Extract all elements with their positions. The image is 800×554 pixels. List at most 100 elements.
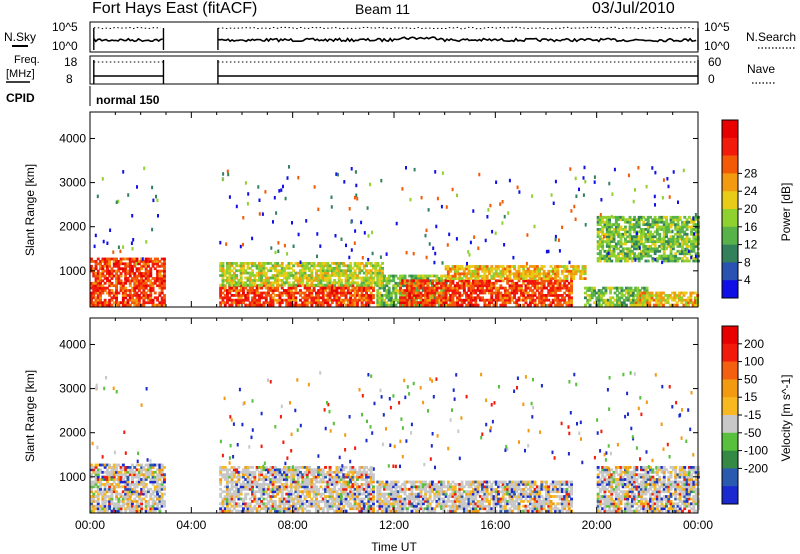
heatmap-cell: [588, 298, 592, 302]
heatmap-cell: [621, 228, 625, 231]
heatmap-cell: [269, 500, 273, 503]
heatmap-cell: [440, 294, 443, 297]
heatmap-cell: [690, 249, 693, 253]
heatmap-cell: [501, 267, 505, 271]
heatmap-cell: [326, 281, 330, 285]
heatmap-cell: [628, 230, 632, 234]
heatmap-cell: [501, 298, 505, 302]
heatmap-cell: [609, 298, 612, 302]
heatmap-cell: [642, 220, 646, 224]
heatmap-cell: [235, 475, 239, 479]
echo-point: [600, 198, 603, 202]
heatmap-cell: [108, 504, 112, 508]
heatmap-cell: [387, 291, 391, 295]
heatmap-cell: [292, 276, 296, 280]
heatmap-cell: [289, 262, 293, 265]
heatmap-cell: [637, 254, 641, 258]
heatmap-cell: [248, 274, 252, 277]
heatmap-cell: [483, 291, 487, 295]
heatmap-cell: [126, 478, 130, 481]
heatmap-cell: [435, 286, 439, 290]
heatmap-cell: [239, 296, 243, 300]
heatmap-cell: [299, 289, 302, 292]
heatmap-cell: [653, 247, 657, 251]
heatmap-cell: [687, 245, 691, 248]
heatmap-cell: [651, 220, 655, 224]
heatmap-cell: [474, 298, 478, 302]
heatmap-cell: [310, 303, 314, 307]
heatmap-cell: [503, 294, 507, 297]
heatmap-cell: [223, 500, 227, 503]
heatmap-cell: [239, 485, 243, 489]
heatmap-cell: [603, 220, 607, 224]
heatmap-cell: [147, 277, 150, 280]
heatmap-cell: [613, 298, 617, 302]
heatmap-cell: [428, 298, 432, 302]
heatmap-cell: [437, 303, 441, 307]
heatmap-cell: [640, 237, 643, 241]
heatmap-cell: [392, 284, 396, 288]
heatmap-cell: [446, 296, 450, 300]
heatmap-cell: [515, 277, 519, 280]
heatmap-cell: [158, 478, 162, 481]
heatmap-cell: [317, 294, 321, 297]
heatmap-cell: [226, 480, 229, 484]
heatmap-cell: [160, 281, 164, 285]
heatmap-cell: [294, 301, 298, 305]
heatmap-cell: [267, 507, 270, 511]
heatmap-cell: [273, 485, 277, 489]
heatmap-cell: [346, 283, 350, 287]
heatmap-cell: [590, 286, 594, 290]
heatmap-cell: [586, 294, 590, 297]
heatmap-cell: [106, 303, 109, 307]
heatmap-cell: [506, 296, 510, 300]
heatmap-cell: [431, 281, 434, 285]
heatmap-cell: [372, 264, 375, 268]
heatmap-cell: [135, 468, 139, 472]
heatmap-cell: [374, 274, 378, 277]
heatmap-cell: [478, 279, 482, 283]
heatmap-cell: [648, 291, 652, 295]
heatmap-cell: [601, 215, 605, 219]
heatmap-cell: [137, 298, 141, 302]
echo-point: [446, 243, 449, 247]
heatmap-cell: [428, 279, 432, 283]
heatmap-cell: [560, 279, 564, 283]
heatmap-cell: [296, 279, 300, 282]
heatmap-cell: [285, 500, 289, 503]
heatmap-cell: [294, 283, 298, 287]
heatmap-cell: [651, 240, 655, 243]
heatmap-cell: [685, 232, 689, 236]
heatmap-cell: [517, 267, 521, 271]
heatmap-cell: [335, 291, 339, 295]
echo-point: [93, 244, 96, 249]
heatmap-cell: [142, 284, 146, 288]
heatmap-cell: [156, 262, 159, 266]
heatmap-cell: [405, 298, 409, 302]
echo-point: [141, 257, 144, 261]
heatmap-cell: [497, 296, 500, 300]
heatmap-cell: [244, 283, 248, 287]
heatmap-cell: [488, 267, 491, 271]
heatmap-cell: [385, 279, 389, 283]
heatmap-cell: [121, 284, 125, 288]
heatmap-cell: [232, 504, 236, 508]
heatmap-cell: [289, 504, 293, 508]
heatmap-cell: [296, 271, 300, 275]
heatmap-cell: [232, 485, 236, 489]
heatmap-cell: [683, 254, 687, 258]
heatmap-cell: [128, 507, 132, 511]
heatmap-cell: [99, 298, 102, 302]
heatmap-cell: [96, 495, 100, 498]
heatmap-cell: [626, 220, 630, 224]
heatmap-cell: [292, 291, 296, 295]
heatmap-cell: [653, 249, 657, 253]
heatmap-cell: [262, 490, 266, 494]
heatmap-cell: [351, 279, 355, 282]
heatmap-cell: [650, 298, 654, 302]
heatmap-cell: [232, 266, 236, 270]
heatmap-cell: [90, 507, 93, 511]
echo-point: [557, 238, 560, 242]
heatmap-cell: [299, 291, 302, 295]
heatmap-cell: [674, 225, 678, 229]
